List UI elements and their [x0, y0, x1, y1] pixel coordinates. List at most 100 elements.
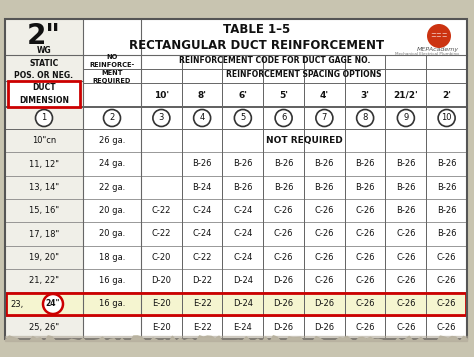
Text: C-20: C-20 [152, 253, 171, 262]
Bar [5, 292, 467, 316]
Circle shape [356, 110, 374, 126]
Text: D-26: D-26 [314, 323, 335, 332]
Text: D-22: D-22 [192, 276, 212, 285]
Text: C-24: C-24 [233, 253, 253, 262]
Text: 21/2': 21/2' [393, 91, 418, 100]
Text: E-20: E-20 [152, 300, 171, 308]
Circle shape [275, 110, 292, 126]
Text: 7: 7 [322, 114, 327, 122]
Text: 16 ga.: 16 ga. [99, 300, 125, 308]
Text: B-26: B-26 [315, 183, 334, 192]
Bar [5, 19, 83, 339]
Text: B-26: B-26 [396, 206, 416, 215]
Text: C-26: C-26 [396, 276, 416, 285]
Text: DUCT
DIMENSION: DUCT DIMENSION [19, 83, 69, 105]
Circle shape [193, 110, 210, 126]
Text: B-26: B-26 [233, 160, 253, 169]
Circle shape [316, 110, 333, 126]
Text: 16 ga.: 16 ga. [99, 276, 125, 285]
Text: 11, 12": 11, 12" [29, 160, 59, 169]
Text: 22 ga.: 22 ga. [99, 183, 125, 192]
Text: C-26: C-26 [396, 230, 416, 238]
Text: E-24: E-24 [234, 323, 252, 332]
Text: 25, 26": 25, 26" [29, 323, 59, 332]
Text: C-24: C-24 [233, 230, 253, 238]
Text: 24 ga.: 24 ga. [99, 160, 125, 169]
Text: 1: 1 [41, 114, 46, 122]
Text: 5: 5 [240, 114, 246, 122]
Text: 4': 4' [320, 91, 329, 100]
Bar [83, 55, 467, 69]
Text: 18 ga.: 18 ga. [99, 253, 125, 262]
Text: D-26: D-26 [314, 300, 335, 308]
Text: REINFORCEMENT CODE FOR DUCT GAGE NO.: REINFORCEMENT CODE FOR DUCT GAGE NO. [179, 56, 371, 65]
Text: C-26: C-26 [356, 276, 375, 285]
Text: 2': 2' [442, 91, 451, 100]
Text: B-26: B-26 [274, 183, 293, 192]
Text: B-26: B-26 [437, 230, 456, 238]
Text: B-26: B-26 [437, 183, 456, 192]
Text: D-20: D-20 [151, 276, 172, 285]
Text: B-26: B-26 [315, 160, 334, 169]
Text: C-26: C-26 [315, 206, 334, 215]
Text: C-22: C-22 [192, 253, 212, 262]
Text: C-26: C-26 [274, 253, 293, 262]
Text: C-26: C-26 [437, 323, 456, 332]
Text: C-26: C-26 [356, 253, 375, 262]
Text: 3': 3' [361, 91, 370, 100]
Text: WG
STATIC
POS. OR NEG.: WG STATIC POS. OR NEG. [15, 46, 73, 80]
Circle shape [234, 110, 251, 126]
Text: 13, 14": 13, 14" [29, 183, 59, 192]
Text: C-26: C-26 [315, 253, 334, 262]
Text: C-26: C-26 [396, 323, 416, 332]
Text: E-22: E-22 [193, 300, 211, 308]
Text: RECTANGULAR DUCT REINFORCEMENT: RECTANGULAR DUCT REINFORCEMENT [129, 39, 384, 52]
Text: C-26: C-26 [396, 300, 416, 308]
Text: C-26: C-26 [437, 300, 456, 308]
Text: C-26: C-26 [356, 206, 375, 215]
Text: 8: 8 [363, 114, 368, 122]
Text: C-24: C-24 [192, 206, 212, 215]
Text: 2: 2 [109, 114, 115, 122]
Text: C-26: C-26 [437, 253, 456, 262]
Text: C-26: C-26 [437, 276, 456, 285]
Text: B-26: B-26 [396, 160, 416, 169]
Text: Mechanical Electrical Plumbing: Mechanical Electrical Plumbing [395, 52, 459, 56]
Text: C-26: C-26 [356, 323, 375, 332]
Text: 4: 4 [200, 114, 205, 122]
Text: D-24: D-24 [233, 300, 253, 308]
Text: ~~~: ~~~ [430, 34, 448, 40]
Text: C-26: C-26 [315, 276, 334, 285]
Text: B-26: B-26 [274, 160, 293, 169]
Text: D-26: D-26 [273, 276, 294, 285]
Text: C-26: C-26 [396, 253, 416, 262]
Text: E-20: E-20 [152, 323, 171, 332]
Text: 21, 22": 21, 22" [29, 276, 59, 285]
Text: 17, 18": 17, 18" [29, 230, 59, 238]
Text: B-26: B-26 [437, 160, 456, 169]
Text: C-24: C-24 [192, 230, 212, 238]
Bar [5, 19, 467, 339]
Text: C-22: C-22 [152, 230, 171, 238]
Text: 5': 5' [279, 91, 288, 100]
Text: C-26: C-26 [315, 230, 334, 238]
Text: 20 ga.: 20 ga. [99, 230, 125, 238]
Text: C-26: C-26 [356, 230, 375, 238]
Text: NOT REQUIRED: NOT REQUIRED [265, 136, 342, 145]
Text: B-26: B-26 [396, 183, 416, 192]
Text: 19, 20": 19, 20" [29, 253, 59, 262]
Text: D-26: D-26 [273, 300, 294, 308]
Text: 20 ga.: 20 ga. [99, 206, 125, 215]
Text: 6': 6' [238, 91, 247, 100]
Text: 15, 16": 15, 16" [29, 206, 59, 215]
Text: C-26: C-26 [274, 206, 293, 215]
Text: 24": 24" [46, 300, 60, 308]
Text: C-26: C-26 [356, 300, 375, 308]
Text: ~~~: ~~~ [430, 31, 448, 37]
Bar [8, 81, 80, 107]
Text: B-26: B-26 [192, 160, 212, 169]
Text: MEPAcademy: MEPAcademy [417, 47, 459, 52]
Bar [5, 19, 467, 339]
Text: C-22: C-22 [152, 206, 171, 215]
Text: D-26: D-26 [273, 323, 294, 332]
